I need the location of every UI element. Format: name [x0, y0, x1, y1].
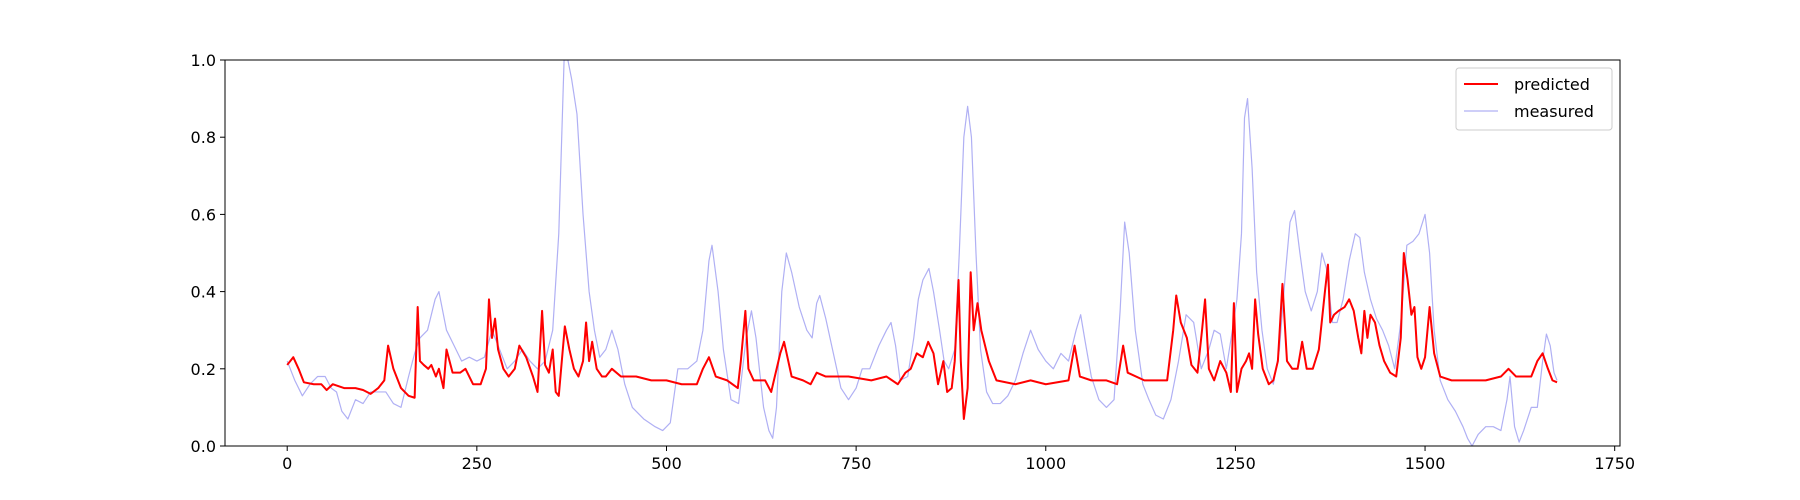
x-tick-label: 1500 — [1405, 454, 1446, 473]
legend-label-predicted: predicted — [1514, 75, 1590, 94]
x-axis: 0 250 500 750 1000 1250 1500 1750 — [282, 446, 1635, 473]
x-tick-label: 1000 — [1025, 454, 1066, 473]
series-layer — [286, 60, 1558, 446]
x-tick-label: 1250 — [1215, 454, 1256, 473]
x-tick-label: 750 — [841, 454, 872, 473]
series-line-predicted — [286, 252, 1558, 420]
x-tick-label: 500 — [651, 454, 682, 473]
legend: predicted measured — [1455, 67, 1613, 131]
y-axis: 0.0 0.2 0.4 0.6 0.8 1.0 — [191, 51, 225, 456]
x-tick-label: 0 — [282, 454, 292, 473]
plot-frame — [224, 59, 1621, 447]
y-tick-label: 0.6 — [191, 205, 216, 224]
y-tick-label: 0.2 — [191, 360, 216, 379]
x-tick-label: 1750 — [1594, 454, 1635, 473]
y-tick-label: 0.0 — [191, 437, 216, 456]
y-tick-label: 0.8 — [191, 128, 216, 147]
y-tick-label: 0.4 — [191, 283, 216, 302]
x-tick-label: 250 — [462, 454, 493, 473]
legend-label-measured: measured — [1514, 102, 1594, 121]
y-tick-label: 1.0 — [191, 51, 216, 70]
